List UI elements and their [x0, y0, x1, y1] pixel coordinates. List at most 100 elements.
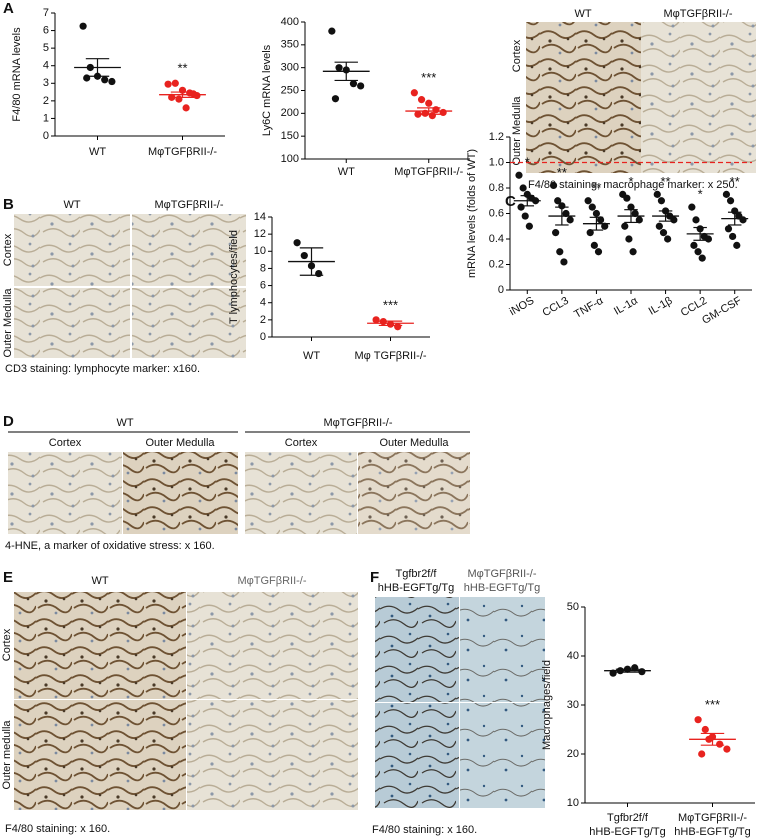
data-point: [698, 254, 706, 262]
data-point: [670, 216, 678, 224]
column-label: Cortex: [49, 437, 82, 449]
column-label: hHB-EGFTg/Tg: [378, 582, 454, 594]
data-point: [182, 104, 190, 112]
micrograph-grid: [526, 22, 756, 173]
micrograph: [132, 288, 246, 358]
data-point: [83, 74, 91, 82]
data-point: [724, 225, 733, 233]
x-tick-label: MφTGFβRII-/-: [394, 166, 463, 178]
y-axis-label: Macrophages/field: [541, 660, 553, 750]
y-tick-label: 4: [260, 297, 266, 309]
data-point: [704, 235, 713, 243]
data-point: [331, 95, 340, 103]
data-point: [590, 241, 598, 249]
data-point: [609, 669, 617, 677]
data-point: [515, 171, 523, 179]
data-point: [554, 197, 562, 205]
y-tick-label: 0.2: [489, 258, 504, 270]
y-tick-label: 1: [43, 112, 49, 124]
x-tick-label: IL-1α: [612, 294, 640, 317]
y-tick-label: 50: [567, 601, 579, 613]
data-point: [631, 209, 639, 218]
data-point: [549, 181, 558, 190]
data-point: [525, 222, 533, 230]
data-point: [164, 80, 172, 88]
data-point: [101, 76, 109, 84]
data-point: [372, 316, 380, 324]
data-point: [417, 96, 426, 104]
column-label: Outer Medulla: [145, 437, 215, 449]
y-tick-label: 2: [260, 314, 266, 326]
micrograph: [526, 90, 641, 173]
data-point: [716, 740, 724, 748]
column-label: WT: [63, 199, 80, 211]
y-tick-label: 14: [254, 211, 266, 223]
data-point: [653, 190, 661, 198]
micrograph: [8, 452, 122, 534]
data-point: [664, 235, 672, 243]
panel-letter: D: [3, 413, 14, 430]
micrograph: [375, 597, 459, 702]
column-label: MφTGFβRII-/-: [467, 568, 536, 580]
data-point: [428, 112, 436, 120]
data-point: [584, 197, 592, 205]
x-tick-label: WT: [338, 166, 355, 178]
y-tick-label: 8: [260, 262, 266, 274]
data-point: [300, 251, 308, 260]
data-point: [726, 197, 735, 205]
data-point: [293, 239, 301, 247]
significance: **: [591, 180, 601, 195]
x-tick-label: IL-1β: [647, 295, 675, 318]
column-label: WT: [91, 575, 108, 587]
data-point: [690, 241, 698, 249]
data-point: [521, 212, 529, 220]
x-tick-label: GM-CSF: [700, 295, 744, 327]
row-label: Cortex: [1, 628, 13, 661]
x-tick-label: MφTGFβRII-/-: [148, 146, 217, 158]
data-point: [108, 77, 116, 86]
y-axis-label: F4/80 mRNA levels: [11, 27, 23, 122]
data-point: [688, 203, 696, 211]
data-point: [694, 716, 702, 724]
micrograph: [187, 700, 358, 810]
x-tick-label: WT: [89, 146, 106, 158]
data-point: [552, 229, 560, 237]
y-tick-label: 400: [281, 16, 299, 28]
significance: **: [730, 174, 740, 189]
data-point: [328, 27, 336, 35]
column-label: Tgfbr2f/f: [396, 568, 438, 580]
y-tick-label: 6: [260, 279, 266, 291]
data-point: [657, 197, 666, 205]
micrograph: [526, 22, 641, 90]
panel-letter: E: [3, 569, 13, 586]
group-label: MφTGFβRII-/-: [323, 417, 392, 429]
data-point: [629, 248, 637, 256]
data-point: [733, 241, 741, 249]
y-tick-label: 10: [254, 245, 266, 257]
y-tick-label: 0: [498, 284, 504, 296]
data-point: [335, 64, 343, 72]
x-tick-label: TNF-α: [572, 294, 606, 320]
significance: *: [628, 174, 633, 189]
y-axis-label: T lymphocytes/field: [228, 230, 240, 324]
y-tick-label: 10: [567, 797, 579, 809]
y-axis-label: Ly6C mRNA levels: [261, 44, 273, 136]
micrograph: [375, 703, 459, 808]
data-point: [171, 79, 179, 87]
x-tick-label: MφTGFβRII-/-hHB-EGFTg/Tg: [674, 812, 750, 838]
data-point: [596, 216, 605, 224]
row-label: Cortex: [511, 39, 523, 72]
significance: ***: [421, 70, 436, 85]
row-label: Outer Medulla: [2, 288, 14, 358]
y-tick-label: 0: [43, 130, 49, 142]
y-tick-label: 4: [43, 60, 49, 72]
data-point: [189, 90, 197, 98]
data-point: [659, 229, 668, 237]
row-label: Outer medulla: [1, 720, 13, 790]
data-point: [739, 216, 747, 224]
caption: F4/80 staining, macrophage marker: x 250…: [528, 179, 738, 191]
micrograph: [123, 452, 238, 534]
micrograph: [14, 592, 186, 699]
micrograph: [245, 452, 357, 534]
